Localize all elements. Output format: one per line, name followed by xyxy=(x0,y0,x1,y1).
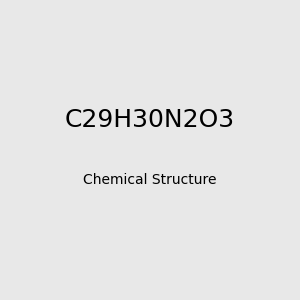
Text: C29H30N2O3: C29H30N2O3 xyxy=(65,108,235,132)
Text: Chemical Structure: Chemical Structure xyxy=(83,173,217,187)
